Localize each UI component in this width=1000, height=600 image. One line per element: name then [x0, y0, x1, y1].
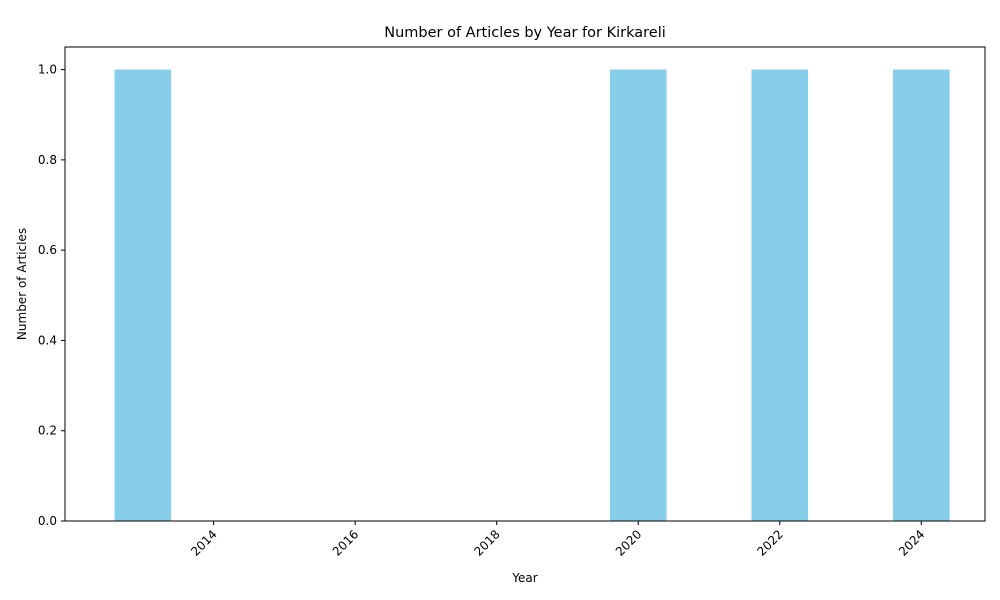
x-axis-label: Year [511, 571, 537, 585]
bar-2020 [609, 69, 667, 522]
x-tick-label: 2014 [188, 527, 219, 558]
y-axis-label: Number of Articles [15, 228, 29, 340]
y-axis-ticks: 0.0 0.2 0.4 0.6 0.8 1.0 [38, 63, 65, 528]
y-tick-label: 0.0 [38, 514, 57, 528]
y-tick-label: 0.8 [38, 153, 57, 167]
y-tick-label: 0.2 [38, 424, 57, 438]
x-tick-label: 2018 [471, 527, 502, 558]
plot-frame [64, 46, 986, 522]
bar-2013 [114, 69, 172, 522]
bar-2024 [893, 69, 950, 522]
y-tick-label: 1.0 [38, 63, 57, 77]
x-tick-label: 2016 [330, 527, 361, 558]
y-tick-label: 0.4 [38, 333, 57, 347]
y-tick-label: 0.6 [38, 243, 57, 257]
x-tick-label: 2020 [613, 527, 644, 558]
bar-2022 [751, 69, 809, 522]
x-tick-label: 2022 [754, 527, 785, 558]
x-tick-label: 2024 [896, 527, 927, 558]
chart-title: Number of Articles by Year for Kirkareli [384, 25, 666, 41]
x-axis-ticks: 2014 2016 2018 2020 2022 2024 [188, 521, 927, 559]
bars-group [114, 69, 950, 522]
